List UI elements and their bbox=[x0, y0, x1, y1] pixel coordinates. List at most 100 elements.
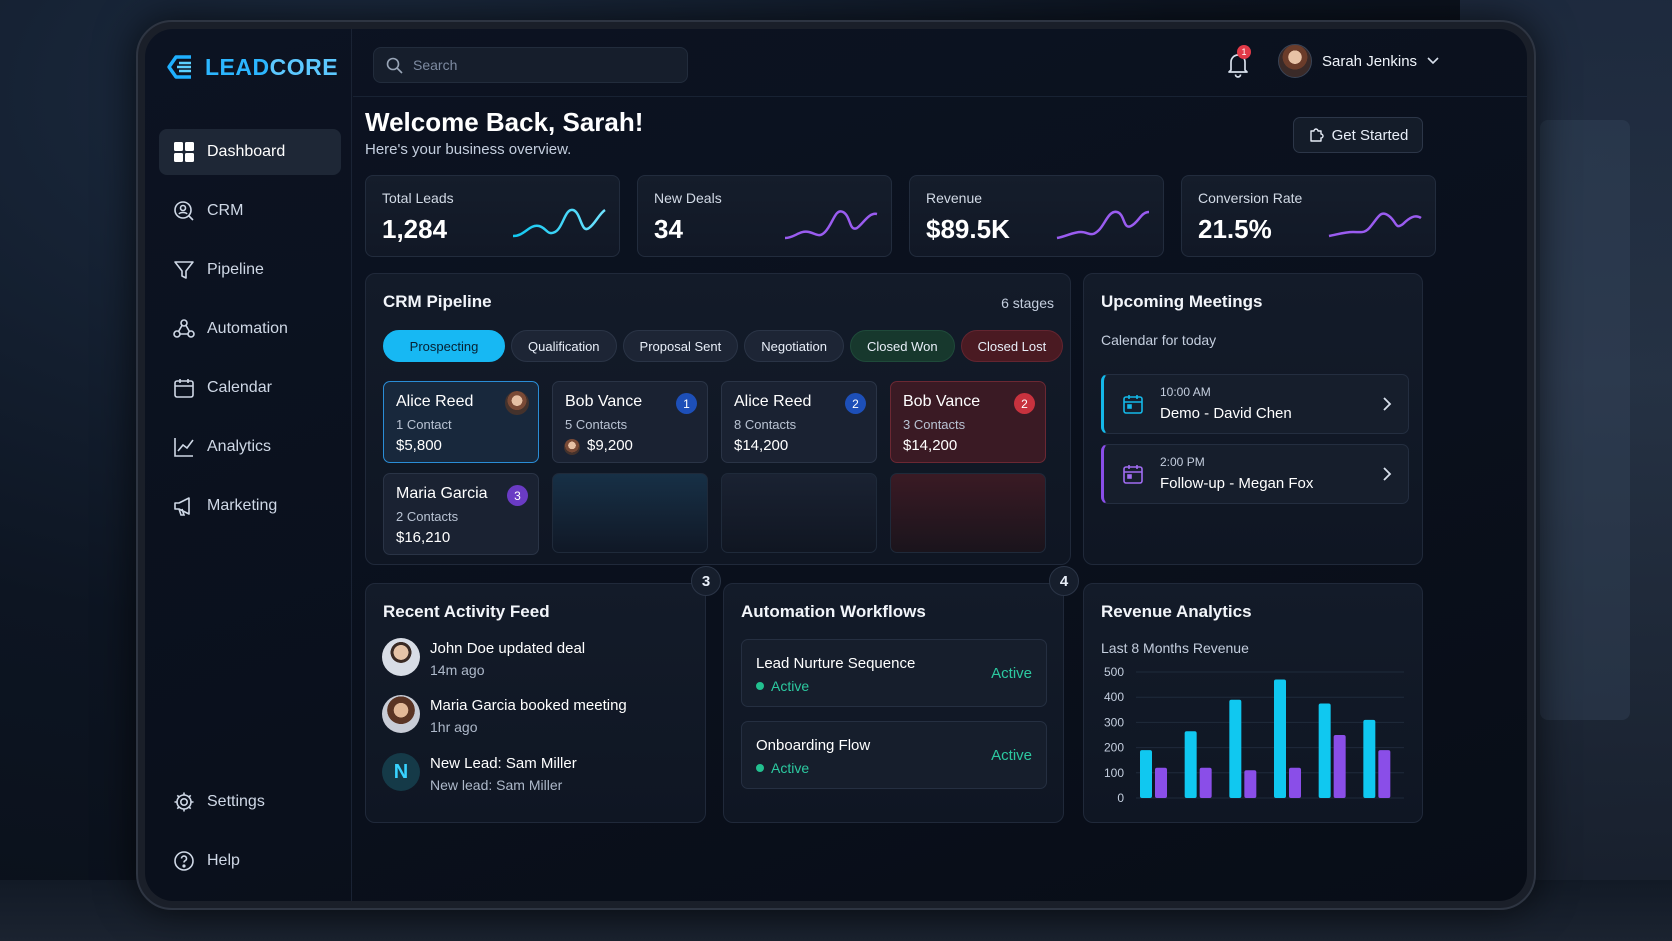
deal-avatar bbox=[564, 439, 580, 455]
avatar bbox=[382, 695, 420, 733]
logo-text-lead: LEAD bbox=[205, 53, 270, 80]
workflow-item[interactable]: Onboarding Flow Active Active bbox=[741, 721, 1047, 789]
page-title: Welcome Back, Sarah! bbox=[365, 107, 644, 137]
chart-bar[interactable] bbox=[1318, 703, 1331, 799]
sidebar-item-dashboard[interactable]: Dashboard bbox=[159, 129, 341, 175]
activity-item[interactable]: N New Lead: Sam Miller New lead: Sam Mill… bbox=[382, 753, 577, 793]
tab-prospecting[interactable]: Prospecting bbox=[383, 330, 505, 362]
activity-item[interactable]: Maria Garcia booked meeting 1hr ago bbox=[382, 695, 627, 735]
deal-amount: $14,200 bbox=[903, 437, 958, 454]
step-badge: 3 bbox=[691, 566, 721, 596]
tab-negotiation[interactable]: Negotiation bbox=[744, 330, 844, 362]
y-tick-label: 200 bbox=[1104, 741, 1124, 755]
deal-badge: 2 bbox=[1014, 393, 1035, 414]
grid-icon bbox=[174, 142, 194, 162]
activity-time: 14m ago bbox=[430, 662, 485, 678]
chart-bar[interactable] bbox=[1155, 767, 1167, 798]
deal-name: Maria Garcia bbox=[396, 485, 488, 502]
search-icon bbox=[386, 57, 403, 74]
sidebar-item-analytics[interactable]: Analytics bbox=[159, 424, 341, 470]
get-started-button[interactable]: Get Started bbox=[1293, 117, 1423, 153]
sidebar-item-pipeline[interactable]: Pipeline bbox=[159, 247, 341, 293]
chart-bar[interactable] bbox=[1378, 750, 1391, 798]
chart-subtitle: Last 8 Months Revenue bbox=[1101, 640, 1249, 656]
chevron-right-icon bbox=[1383, 397, 1392, 411]
workflow-status: Active bbox=[756, 678, 809, 694]
deal-avatar bbox=[505, 391, 529, 415]
tab-closed-won[interactable]: Closed Won bbox=[850, 330, 955, 362]
sparkline bbox=[512, 208, 606, 238]
card-title: Recent Activity Feed bbox=[383, 602, 550, 621]
help-icon bbox=[174, 851, 194, 871]
card-title: Upcoming Meetings bbox=[1101, 292, 1263, 311]
deal-card[interactable]: Maria Garcia 3 2 Contacts $16,210 bbox=[383, 473, 539, 555]
page-subtitle: Here's your business overview. bbox=[365, 141, 572, 158]
app-screen: LEAD CORE Dashboard CRM Pipeline Automati… bbox=[145, 29, 1527, 901]
megaphone-icon bbox=[174, 497, 190, 516]
sidebar-item-marketing[interactable]: Marketing bbox=[159, 483, 341, 529]
sidebar-item-crm[interactable]: CRM bbox=[159, 188, 341, 234]
sidebar-item-label: CRM bbox=[207, 202, 244, 219]
logo[interactable]: LEAD CORE bbox=[165, 53, 338, 81]
chart-bar[interactable] bbox=[1363, 719, 1376, 798]
chart-bar[interactable] bbox=[1333, 735, 1346, 798]
user-menu[interactable]: Sarah Jenkins bbox=[1278, 44, 1439, 78]
chart-bar[interactable] bbox=[1289, 767, 1301, 798]
sidebar-item-automation[interactable]: Automation bbox=[159, 306, 341, 352]
stat-conversion-rate[interactable]: Conversion Rate 21.5% bbox=[1181, 175, 1436, 257]
workflow-name: Onboarding Flow bbox=[756, 737, 871, 754]
sidebar-item-settings[interactable]: Settings bbox=[159, 779, 341, 825]
stat-value: $89.5K bbox=[926, 214, 1010, 244]
meeting-time: 10:00 AM bbox=[1160, 385, 1211, 399]
deal-card[interactable]: Alice Reed 1 Contact $5,800 bbox=[383, 381, 539, 463]
card-title: CRM Pipeline bbox=[383, 292, 492, 311]
deal-card[interactable]: Bob Vance 2 3 Contacts $14,200 bbox=[890, 381, 1046, 463]
tab-qualification[interactable]: Qualification bbox=[511, 330, 617, 362]
stat-revenue[interactable]: Revenue $89.5K bbox=[909, 175, 1164, 257]
tab-proposal-sent[interactable]: Proposal Sent bbox=[622, 330, 739, 362]
stat-total-leads[interactable]: Total Leads 1,284 bbox=[365, 175, 620, 257]
sidebar-item-label: Calendar bbox=[207, 379, 272, 396]
sidebar-item-label: Settings bbox=[207, 793, 265, 810]
get-started-label: Get Started bbox=[1331, 126, 1409, 144]
sidebar-item-label: Marketing bbox=[207, 497, 278, 514]
deal-name: Bob Vance bbox=[903, 393, 981, 410]
deal-amount: $16,210 bbox=[396, 529, 451, 546]
meeting-item[interactable]: 10:00 AM Demo - David Chen bbox=[1101, 374, 1409, 434]
revenue-analytics-card: Revenue Analytics Last 8 Months Revenue … bbox=[1083, 583, 1423, 823]
calendar-icon bbox=[1123, 395, 1143, 414]
y-tick-label: 400 bbox=[1104, 690, 1124, 704]
chart-bar[interactable] bbox=[1184, 731, 1197, 798]
chart-bar[interactable] bbox=[1274, 679, 1286, 798]
deal-badge: 2 bbox=[845, 393, 866, 414]
crm-icon bbox=[174, 201, 194, 221]
deal-contacts: 2 Contacts bbox=[396, 509, 459, 524]
empty-slot bbox=[552, 473, 708, 553]
deal-card[interactable]: Bob Vance 1 5 Contacts $9,200 bbox=[552, 381, 708, 463]
deal-amount: $14,200 bbox=[734, 437, 789, 454]
stat-new-deals[interactable]: New Deals 34 bbox=[637, 175, 892, 257]
chart-bar[interactable] bbox=[1229, 699, 1242, 798]
stages-count: 6 stages bbox=[1001, 295, 1054, 311]
avatar-initial: N bbox=[382, 753, 420, 791]
deal-badge: 3 bbox=[507, 485, 528, 506]
activity-text: John Doe updated deal bbox=[430, 640, 586, 657]
meeting-item[interactable]: 2:00 PM Follow-up - Megan Fox bbox=[1101, 444, 1409, 504]
deal-amount: $5,800 bbox=[396, 437, 442, 454]
activity-item[interactable]: John Doe updated deal 14m ago bbox=[382, 638, 585, 678]
chart-bar[interactable] bbox=[1244, 770, 1257, 798]
sidebar-item-calendar[interactable]: Calendar bbox=[159, 365, 341, 411]
tab-closed-lost[interactable]: Closed Lost bbox=[960, 330, 1064, 362]
search-input[interactable] bbox=[413, 57, 673, 73]
logo-text-core: CORE bbox=[269, 53, 339, 80]
upcoming-meetings-card: Upcoming Meetings Calendar for today 10:… bbox=[1083, 273, 1423, 565]
workflow-state: Active bbox=[991, 747, 1032, 764]
deal-card[interactable]: Alice Reed 2 8 Contacts $14,200 bbox=[721, 381, 877, 463]
chart-bar[interactable] bbox=[1140, 750, 1152, 798]
sidebar-item-help[interactable]: Help bbox=[159, 838, 341, 884]
chart-bar[interactable] bbox=[1199, 767, 1212, 798]
sparkline bbox=[784, 210, 878, 240]
workflow-item[interactable]: Lead Nurture Sequence Active Active bbox=[741, 639, 1047, 707]
sidebar-item-label: Pipeline bbox=[207, 261, 264, 278]
automation-workflows-card: Automation Workflows Lead Nurture Sequen… bbox=[723, 583, 1064, 823]
